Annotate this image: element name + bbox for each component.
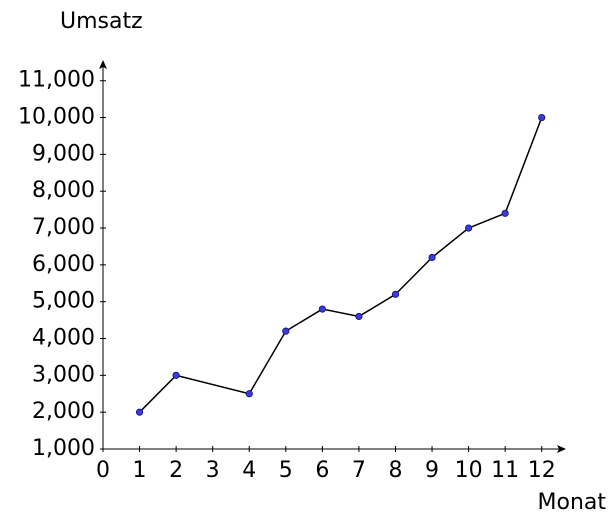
y-tick-label: 6,000 — [32, 252, 95, 277]
x-tick-label: 1 — [133, 458, 147, 483]
point — [135, 408, 144, 416]
x-axis-arrow — [557, 445, 566, 453]
line — [139, 117, 543, 413]
y-tick-label: 10,000 — [18, 105, 95, 130]
y-tick-label: 9,000 — [32, 141, 95, 166]
y-axis-arrow — [99, 60, 107, 69]
point — [501, 209, 509, 217]
x-tick-label: 8 — [388, 458, 402, 483]
x-tick-label: 7 — [352, 458, 366, 483]
x-tick-label: 6 — [315, 458, 329, 483]
point — [282, 327, 290, 335]
x-tick-label: 0 — [96, 458, 110, 483]
x-tick-label: 12 — [528, 458, 556, 483]
point — [428, 253, 436, 262]
x-tick-label: 5 — [279, 458, 293, 483]
point — [355, 312, 363, 321]
point — [318, 305, 326, 313]
y-tick-label: 11,000 — [18, 68, 95, 93]
y-tick-label: 5,000 — [32, 289, 95, 314]
x-tick-label: 2 — [169, 458, 183, 483]
x-axis-label: Monat — [538, 490, 607, 515]
point — [538, 113, 546, 122]
point — [464, 224, 473, 232]
y-tick-label: 1,000 — [32, 436, 95, 461]
x-tick-label: 3 — [206, 458, 220, 483]
y-axis-label: Umsatz — [60, 9, 143, 34]
x-tick-label: 9 — [425, 458, 439, 483]
y-tick-label: 3,000 — [32, 362, 95, 387]
y-tick-label: 2,000 — [32, 399, 95, 424]
y-tick-label: 8,000 — [32, 178, 95, 203]
y-tick-label: 4,000 — [32, 326, 95, 351]
x-tick-label: 4 — [242, 458, 256, 483]
x-tick-label: 10 — [455, 458, 483, 483]
y-tick-label: 7,000 — [32, 215, 95, 240]
point — [245, 390, 253, 398]
point — [172, 371, 180, 379]
x-tick-label: 11 — [491, 458, 519, 483]
point — [391, 290, 400, 298]
